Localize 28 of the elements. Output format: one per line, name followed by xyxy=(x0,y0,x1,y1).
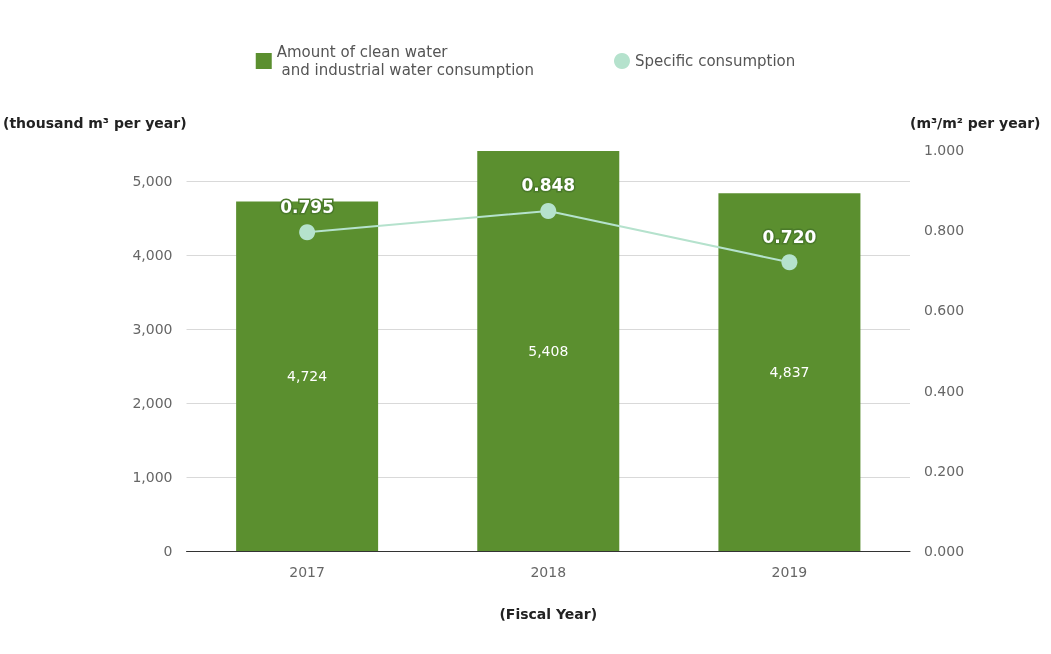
y2-axis-title: (m³/m² per year) xyxy=(910,115,1041,131)
y2-tick-label: 0.400 xyxy=(924,382,965,399)
y2-tick-label: 0.200 xyxy=(924,462,965,479)
y-tick-label: 4,000 xyxy=(132,247,173,264)
y-tick-label: 3,000 xyxy=(132,321,173,338)
data-label: 0.720 xyxy=(762,226,817,247)
data-label: 5,408 xyxy=(528,342,569,359)
y2-tick-label: 1.000 xyxy=(924,142,965,158)
y2-tick-label: 0.600 xyxy=(924,302,965,319)
y2-tick-label: 0.000 xyxy=(924,543,965,559)
data-label: 4,837 xyxy=(769,364,810,381)
y-tick-label: 0 xyxy=(163,543,173,559)
data-label: 0.848 xyxy=(521,175,576,196)
y-tick-label: 2,000 xyxy=(132,395,173,412)
legend-label: Specific consumption xyxy=(634,52,796,70)
legend-label: Amount of clean water and industrial water consumption xyxy=(276,43,534,79)
point xyxy=(540,202,557,219)
y-tick-label: 5,000 xyxy=(132,173,173,190)
data-label: 4,724 xyxy=(287,368,328,385)
point xyxy=(781,254,798,271)
y-axis-title: (thousand m³ per year) xyxy=(3,115,187,131)
point xyxy=(299,224,316,241)
x-tick-label: 2018 xyxy=(530,564,567,580)
x-tick-label: 2019 xyxy=(771,564,808,580)
y2-tick-label: 0.800 xyxy=(924,222,965,239)
x-axis-title: (Fiscal Year) xyxy=(499,606,598,622)
x-tick-label: 2017 xyxy=(289,564,325,580)
y-tick-label: 1,000 xyxy=(132,469,173,486)
